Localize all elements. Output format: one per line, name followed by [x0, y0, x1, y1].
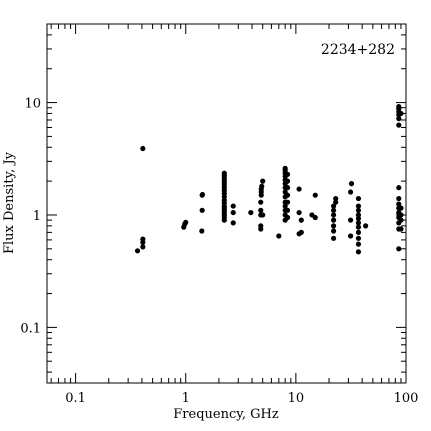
data-point [347, 233, 354, 239]
data-point [199, 228, 205, 234]
data-point [199, 191, 206, 198]
data-point [248, 209, 254, 216]
data-point [258, 199, 264, 205]
data-point [260, 212, 266, 218]
data-points [134, 104, 404, 255]
data-point [398, 217, 404, 223]
data-point [330, 235, 337, 241]
data-point [284, 185, 291, 191]
data-point [230, 209, 236, 216]
x-axis-label: Frequency, GHz [173, 407, 279, 422]
data-point [355, 207, 362, 213]
data-point [284, 171, 291, 177]
data-point [330, 217, 337, 223]
data-point [298, 229, 304, 235]
chart-title: 2234+282 [321, 42, 395, 58]
data-point [282, 203, 288, 209]
data-point [284, 199, 291, 205]
data-point [398, 226, 404, 232]
data-point [347, 217, 354, 223]
data-point [355, 224, 362, 230]
data-point [398, 212, 404, 218]
data-point [258, 207, 264, 213]
data-point [330, 228, 337, 234]
data-point [282, 165, 288, 171]
data-point [355, 229, 362, 235]
data-point [396, 195, 402, 202]
x-tick-label: 1 [182, 391, 190, 406]
data-point [276, 233, 282, 239]
data-point [312, 192, 318, 198]
data-point [398, 205, 404, 211]
y-axis-label: Flux Density, Jy [2, 151, 17, 254]
data-point [355, 220, 362, 226]
data-point [296, 186, 302, 192]
data-point [230, 220, 236, 226]
y-tick-label: 0.1 [20, 321, 41, 336]
data-point [140, 145, 146, 152]
data-point [230, 203, 236, 209]
data-point [333, 199, 339, 205]
y-tick-label: 1 [33, 209, 41, 224]
data-point [347, 189, 354, 195]
data-point [355, 249, 362, 255]
data-point [284, 214, 291, 221]
data-point [199, 207, 205, 213]
data-point [396, 116, 402, 122]
data-point [396, 201, 402, 207]
x-tick-label: 10 [288, 391, 305, 406]
data-point [330, 203, 337, 209]
data-point [296, 209, 302, 216]
data-point [355, 212, 362, 218]
data-point [284, 178, 291, 184]
plot-frame [46, 23, 407, 384]
data-point [333, 195, 339, 202]
data-point [396, 185, 402, 191]
data-point [134, 248, 141, 254]
data-point [355, 235, 362, 241]
data-point [396, 246, 402, 252]
data-point [259, 183, 265, 189]
data-point [398, 110, 404, 117]
data-point [258, 223, 264, 229]
data-point [330, 223, 337, 229]
data-point [312, 214, 318, 221]
data-point [330, 212, 337, 218]
data-point [140, 244, 146, 250]
data-point [355, 241, 362, 247]
data-point [396, 122, 402, 128]
tick-layer: 0.1 1 10 100 0.1 1 10 [20, 23, 419, 406]
data-point [355, 195, 362, 202]
data-point [140, 236, 146, 242]
data-point [183, 219, 189, 225]
y-tick-label: 10 [24, 97, 41, 112]
data-point [348, 181, 355, 187]
x-tick-label: 0.1 [65, 391, 86, 406]
data-point [260, 178, 266, 184]
data-point [396, 104, 402, 110]
data-point [355, 203, 362, 209]
data-point [363, 223, 369, 229]
data-point [330, 207, 337, 213]
data-point [221, 170, 227, 176]
x-tick-label: 100 [394, 391, 419, 406]
data-point [284, 192, 291, 198]
data-point [298, 217, 304, 223]
data-point [284, 207, 291, 213]
